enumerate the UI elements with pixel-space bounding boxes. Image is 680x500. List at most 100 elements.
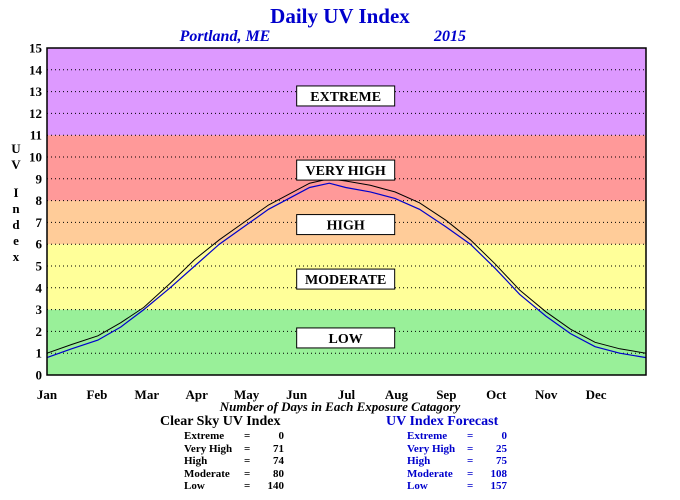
y-tick-label: 2 xyxy=(36,324,43,339)
band-label-box xyxy=(296,85,396,107)
band-label-box xyxy=(296,214,396,236)
y-axis-label-letter: n xyxy=(12,201,20,216)
summary-row-label: High xyxy=(184,455,208,467)
summary-row-value: 140 xyxy=(267,480,285,492)
y-tick-label: 7 xyxy=(36,215,43,230)
y-tick-label: 15 xyxy=(29,41,43,56)
x-tick-label: Nov xyxy=(535,387,558,402)
y-axis-label-letter: V xyxy=(11,157,21,172)
summary-row: Extreme = 0 xyxy=(407,430,507,443)
y-axis-label-letter: x xyxy=(13,249,20,264)
summary-row-value: 75 xyxy=(496,455,507,467)
summary-row-label: Very High xyxy=(407,442,456,455)
summary-row-label: Very High xyxy=(184,442,233,455)
x-tick-label: Aug xyxy=(385,387,409,402)
band-labels: LOW MODERATE HIGH VERY HIGH EXTREME xyxy=(296,85,396,349)
summary-row: Moderate = 80 xyxy=(184,468,284,481)
summary-row-equals: = xyxy=(244,455,251,467)
summary-row-label: Extreme xyxy=(407,430,448,442)
band-label: MODERATE xyxy=(305,273,386,288)
summary-row-value: 0 xyxy=(278,430,285,442)
summary-row-label: Low xyxy=(407,480,428,492)
summary-row: Moderate = 108 xyxy=(407,468,507,481)
chart-subtitle-year: 2015 xyxy=(433,28,466,45)
summary-row-equals: = xyxy=(244,430,251,442)
band-label: LOW xyxy=(329,332,363,347)
y-tick-label: 1 xyxy=(36,346,43,361)
y-tick-label: 13 xyxy=(29,84,43,99)
summary-row-value: 71 xyxy=(273,442,284,455)
summary-row-value: 157 xyxy=(490,480,508,492)
summary-row-equals: = xyxy=(244,442,251,455)
y-tick-label: 6 xyxy=(36,237,43,252)
summary-row-label: High xyxy=(407,455,431,467)
x-tick-label: Jun xyxy=(286,387,308,402)
x-tick-label: Oct xyxy=(486,387,507,402)
summary-row-value: 108 xyxy=(490,467,508,480)
x-tick-label: Feb xyxy=(86,387,107,402)
summary-row-label: Moderate xyxy=(407,467,453,480)
summary-row-label: Extreme xyxy=(184,430,225,442)
summary-row-equals: = xyxy=(244,480,251,492)
summary-row: Extreme = 0 xyxy=(184,430,284,443)
series-forecast xyxy=(46,182,647,359)
x-tick-label: Jul xyxy=(338,387,356,402)
band-label-box xyxy=(296,159,396,181)
y-tick-label: 0 xyxy=(36,368,43,383)
summary-row-label: Low xyxy=(184,480,205,492)
x-tick-label: Sep xyxy=(436,387,456,402)
summary-row-value: 80 xyxy=(273,467,284,480)
summary-row-equals: = xyxy=(467,467,474,480)
band-label-box xyxy=(296,268,396,290)
summary-row-value: 25 xyxy=(496,442,507,455)
summary-row-equals: = xyxy=(467,442,474,455)
band-label: HIGH xyxy=(327,219,365,234)
y-axis-label-letter: U xyxy=(11,141,21,156)
forecast-summary: UV Index Forecast Extreme = 0 Very High = 25 H… xyxy=(386,414,507,493)
summary-row-value: 74 xyxy=(273,455,284,467)
chart-title: Daily UV Index xyxy=(270,4,410,28)
band-label-box xyxy=(296,327,396,349)
y-tick-label: 4 xyxy=(36,280,43,295)
y-tick-label: 5 xyxy=(36,259,43,274)
summary-row-equals: = xyxy=(467,430,474,442)
plot-frame xyxy=(46,47,647,376)
summary-row: Very High = 71 xyxy=(184,443,284,456)
summary-row: High = 75 xyxy=(407,455,507,468)
summary-row-label: Moderate xyxy=(184,467,230,480)
y-tick-label: 8 xyxy=(36,193,43,208)
summary-row-equals: = xyxy=(467,480,474,492)
x-tick-labels: Jan Feb Mar Apr May Jun Jul Aug Sep Oct Nov Dec xyxy=(37,387,607,402)
clear-sky-summary-title: Clear Sky UV Index xyxy=(160,414,281,429)
x-tick-label: Dec xyxy=(586,387,607,402)
summary-row-equals: = xyxy=(467,455,474,467)
summary-row-value: 0 xyxy=(501,430,508,442)
y-tick-label: 9 xyxy=(36,171,43,186)
x-tick-label: May xyxy=(234,387,260,402)
summary-row-equals: = xyxy=(244,467,251,480)
band-label: VERY HIGH xyxy=(306,164,386,179)
y-tick-label: 12 xyxy=(29,106,42,121)
y-tick-label: 14 xyxy=(29,62,43,77)
y-axis-label-letter: I xyxy=(13,185,18,200)
y-tick-label: 3 xyxy=(36,302,43,317)
clear-sky-summary: Clear Sky UV Index Extreme = 0 Very High = 71… xyxy=(160,414,284,493)
summary-row: Low = 140 xyxy=(184,480,284,493)
forecast-summary-rows: Extreme = 0 Very High = 25 High = 75 Moderate = 108… xyxy=(386,430,507,493)
y-axis-label-letter: e xyxy=(13,233,19,248)
x-tick-label: Mar xyxy=(135,387,160,402)
y-axis-label-letter: d xyxy=(12,217,20,232)
x-tick-label: Apr xyxy=(186,387,209,402)
band-label: EXTREME xyxy=(310,90,381,105)
y-tick-label: 11 xyxy=(30,128,42,143)
forecast-summary-title: UV Index Forecast xyxy=(386,414,499,429)
x-tick-label: Jan xyxy=(37,387,58,402)
summary-row: Low = 157 xyxy=(407,480,507,493)
chart-subtitle-location: Portland, ME xyxy=(179,28,271,45)
y-tick-label: 10 xyxy=(29,150,42,165)
summary-row: High = 74 xyxy=(184,455,284,468)
x-axis-label: Number of Days in Each Exposure Catagory xyxy=(219,399,461,414)
